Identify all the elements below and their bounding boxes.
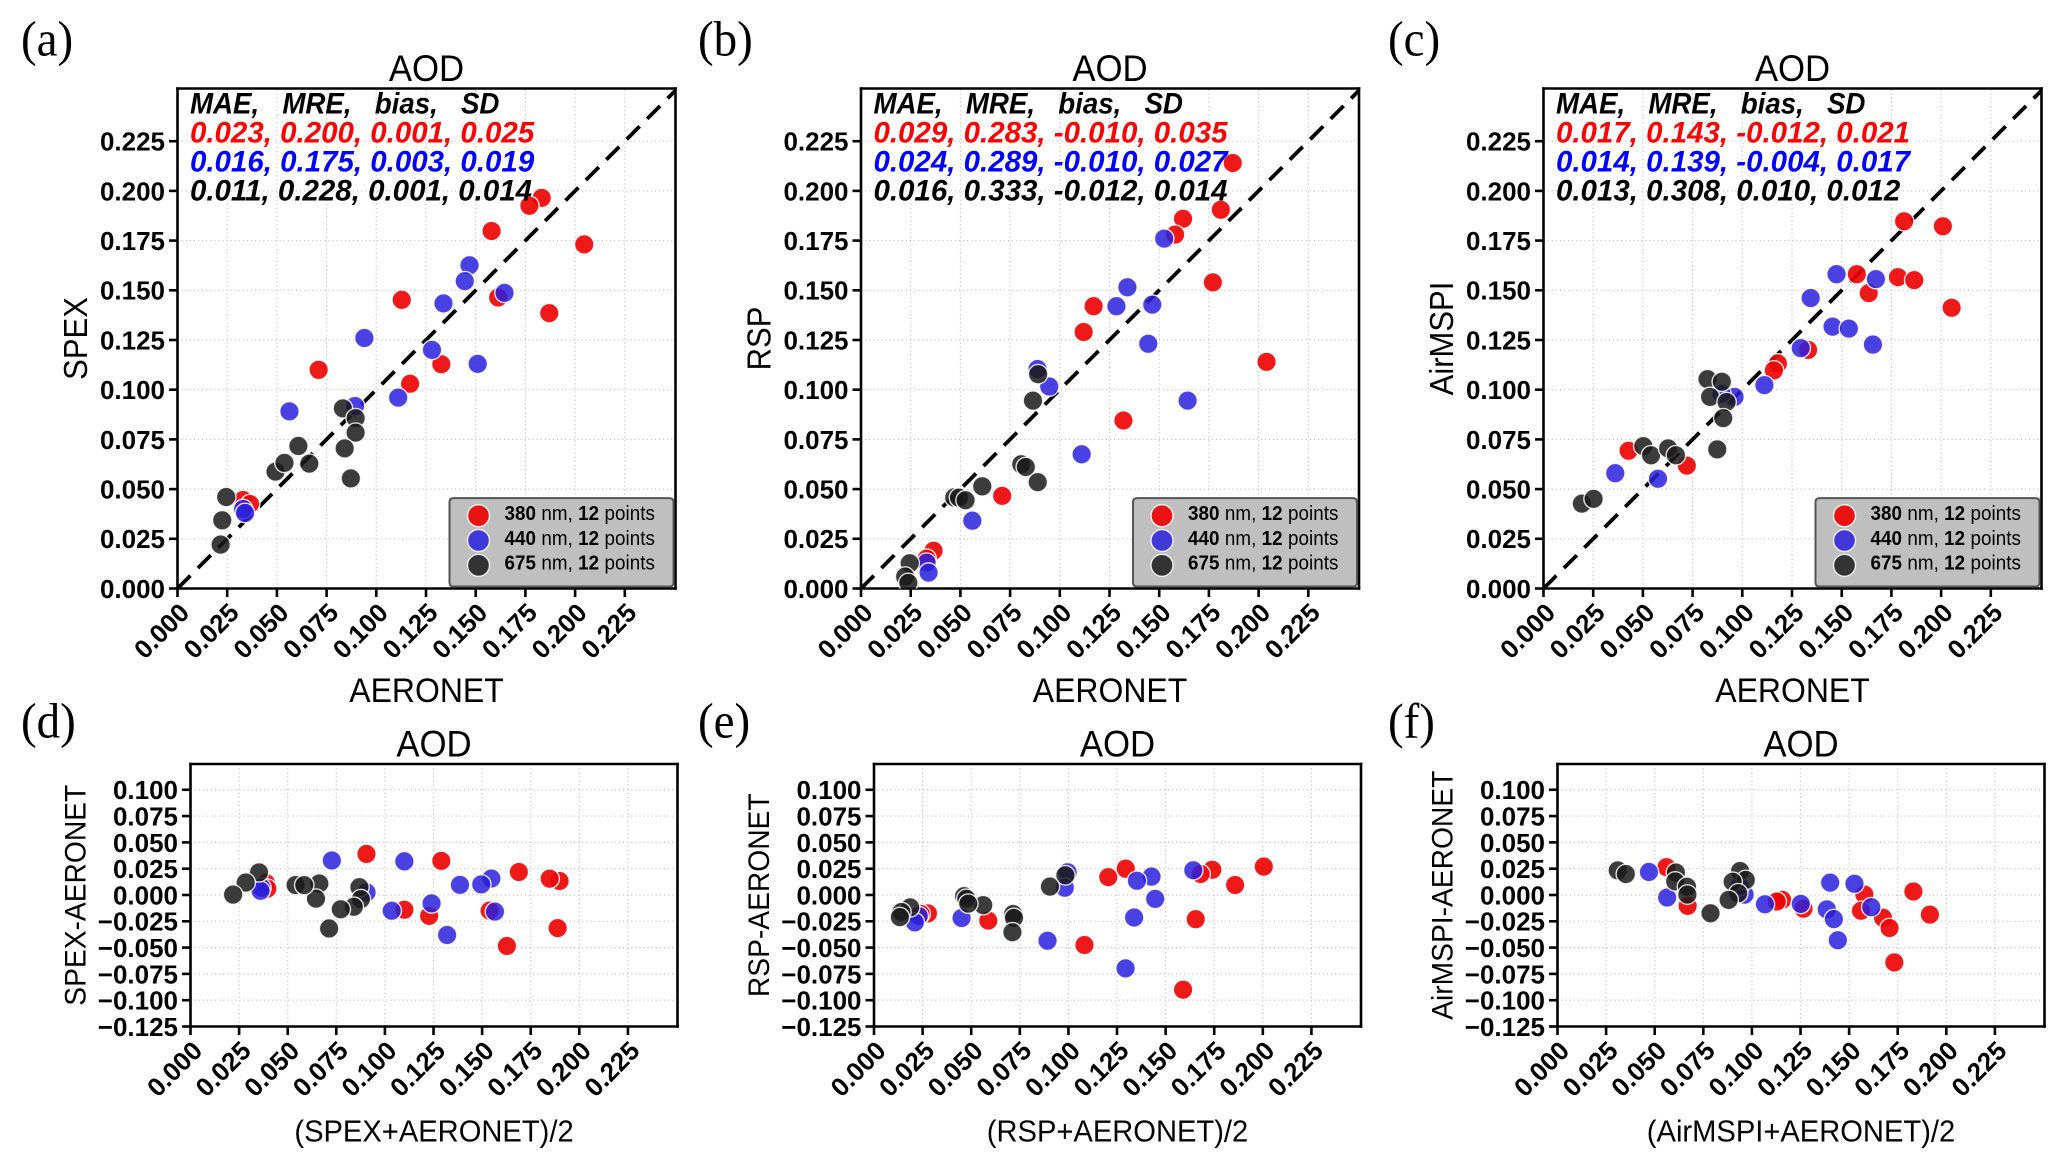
svg-text:(RSP+AERONET)/2: (RSP+AERONET)/2: [987, 1115, 1248, 1149]
svg-text:0.025: 0.025: [100, 524, 165, 554]
svg-text:0.075: 0.075: [100, 425, 165, 455]
svg-text:(d): (d): [21, 694, 76, 749]
svg-text:0.100: 0.100: [113, 775, 178, 805]
svg-text:−0.100: −0.100: [1465, 986, 1545, 1016]
svg-text:(e): (e): [698, 694, 750, 749]
svg-text:SPEX-AERONET: SPEX-AERONET: [60, 785, 93, 1006]
svg-text:−0.025: −0.025: [781, 907, 861, 937]
svg-text:−0.075: −0.075: [98, 959, 178, 989]
svg-text:0.013, 0.308, 0.010, 0.012: 0.013, 0.308, 0.010, 0.012: [1556, 174, 1901, 207]
svg-text:−0.125: −0.125: [781, 1012, 861, 1042]
svg-text:0.011, 0.228, 0.001, 0.014: 0.011, 0.228, 0.001, 0.014: [190, 174, 532, 207]
svg-text:AOD: AOD: [1072, 48, 1147, 89]
svg-text:0.175: 0.175: [783, 226, 848, 256]
svg-text:6 7 5 1: 6 7 5 1 2 n m , p o i n t s: [505, 531, 739, 583]
svg-text:0.050: 0.050: [1466, 475, 1531, 505]
svg-text:0.200: 0.200: [1466, 176, 1531, 206]
svg-text:0.025: 0.025: [1480, 854, 1545, 884]
svg-text:0.025: 0.025: [796, 854, 861, 884]
svg-text:AOD: AOD: [1755, 48, 1830, 89]
svg-text:0.025: 0.025: [783, 524, 848, 554]
svg-text:0.125: 0.125: [1466, 325, 1531, 355]
svg-text:0.075: 0.075: [783, 425, 848, 455]
svg-text:AERONET: AERONET: [1033, 671, 1187, 709]
svg-text:−0.100: −0.100: [98, 986, 178, 1016]
svg-text:0.100: 0.100: [783, 375, 848, 405]
svg-text:0.050: 0.050: [783, 475, 848, 505]
svg-text:0.000: 0.000: [796, 880, 861, 910]
svg-text:(c): (c): [1388, 12, 1440, 67]
svg-text:−0.050: −0.050: [1465, 933, 1545, 963]
svg-text:0.075: 0.075: [1466, 425, 1531, 455]
svg-text:AirMSPI: AirMSPI: [1423, 282, 1460, 396]
svg-text:0.050: 0.050: [796, 828, 861, 858]
svg-text:0.050: 0.050: [113, 828, 178, 858]
svg-text:0.025: 0.025: [1466, 524, 1531, 554]
svg-text:−0.075: −0.075: [781, 959, 861, 989]
svg-text:0.225: 0.225: [783, 127, 848, 157]
svg-text:(b): (b): [698, 12, 753, 67]
svg-text:−0.025: −0.025: [98, 907, 178, 937]
svg-text:0.000: 0.000: [113, 880, 178, 910]
svg-text:0.125: 0.125: [783, 325, 848, 355]
svg-text:−0.125: −0.125: [1465, 1012, 1545, 1042]
svg-text:0.075: 0.075: [113, 802, 178, 832]
svg-text:−0.075: −0.075: [1465, 959, 1545, 989]
svg-text:AERONET: AERONET: [1715, 671, 1869, 709]
svg-text:AERONET: AERONET: [349, 671, 503, 709]
svg-text:0.100: 0.100: [100, 375, 165, 405]
svg-text:0.016, 0.333, -0.012, 0.014: 0.016, 0.333, -0.012, 0.014: [873, 174, 1227, 207]
svg-text:0.075: 0.075: [796, 802, 861, 832]
svg-text:RSP-AERONET: RSP-AERONET: [743, 793, 776, 997]
svg-text:0.100: 0.100: [796, 775, 861, 805]
svg-text:0.225: 0.225: [100, 127, 165, 157]
svg-text:0.100: 0.100: [1466, 375, 1531, 405]
svg-text:−0.100: −0.100: [781, 986, 861, 1016]
svg-text:AOD: AOD: [1080, 723, 1155, 764]
svg-text:(SPEX+AERONET)/2: (SPEX+AERONET)/2: [294, 1115, 573, 1149]
svg-text:0.200: 0.200: [783, 176, 848, 206]
svg-text:0.000: 0.000: [783, 574, 848, 604]
svg-text:0.175: 0.175: [1466, 226, 1531, 256]
svg-text:−0.050: −0.050: [98, 933, 178, 963]
svg-text:0.050: 0.050: [100, 475, 165, 505]
svg-text:0.200: 0.200: [100, 176, 165, 206]
svg-text:0.000: 0.000: [1480, 880, 1545, 910]
svg-text:(a): (a): [21, 12, 73, 67]
svg-text:0.025: 0.025: [113, 854, 178, 884]
svg-text:0.150: 0.150: [100, 276, 165, 306]
svg-text:−0.050: −0.050: [781, 933, 861, 963]
svg-text:AOD: AOD: [396, 723, 471, 764]
svg-text:(f): (f): [1388, 695, 1435, 750]
svg-text:0.125: 0.125: [100, 325, 165, 355]
svg-text:SPEX: SPEX: [57, 297, 94, 380]
svg-text:AOD: AOD: [389, 48, 464, 89]
svg-text:6 7 5 1: 6 7 5 1 2 n m , p o i n t s: [1188, 531, 1422, 583]
svg-text:−0.025: −0.025: [1465, 907, 1545, 937]
svg-text:RSP: RSP: [741, 307, 778, 371]
svg-text:0.175: 0.175: [100, 226, 165, 256]
svg-text:AirMSPI-AERONET: AirMSPI-AERONET: [1427, 771, 1460, 1020]
svg-text:0.000: 0.000: [100, 574, 165, 604]
svg-text:(AirMSPI+AERONET)/2: (AirMSPI+AERONET)/2: [1647, 1115, 1955, 1149]
svg-text:0.000: 0.000: [1466, 574, 1531, 604]
svg-text:0.225: 0.225: [1466, 127, 1531, 157]
svg-text:0.050: 0.050: [1480, 828, 1545, 858]
svg-text:0.100: 0.100: [1480, 775, 1545, 805]
svg-text:0.150: 0.150: [783, 276, 848, 306]
svg-text:AOD: AOD: [1763, 723, 1838, 764]
svg-text:0.150: 0.150: [1466, 276, 1531, 306]
svg-text:6 7 5 1: 6 7 5 1 2 n m , p o i n t s: [1871, 531, 2068, 583]
svg-text:0.075: 0.075: [1480, 802, 1545, 832]
svg-text:−0.125: −0.125: [98, 1012, 178, 1042]
